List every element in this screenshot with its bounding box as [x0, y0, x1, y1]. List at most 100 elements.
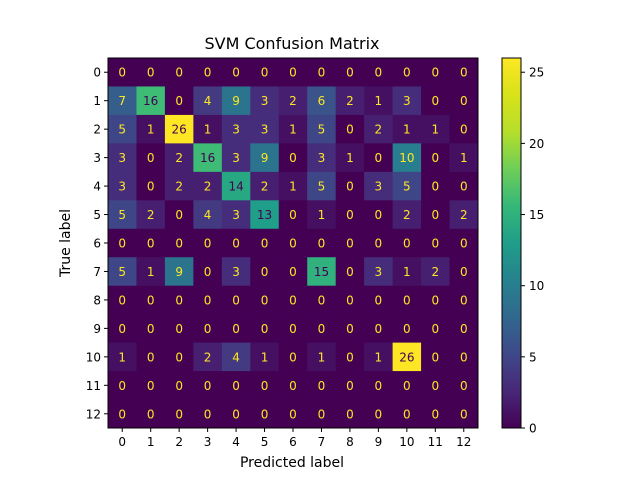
- x-axis-ticks: 0 1 2 3 4 5 6 7 8 9 10 11 12: [118, 428, 471, 449]
- x-tick-label: 9: [375, 435, 383, 449]
- heatmap-cell: [421, 342, 451, 372]
- cell-value-label: 0: [118, 293, 126, 307]
- cell-value-label: 0: [175, 66, 183, 80]
- cell-value-label: 0: [346, 66, 354, 80]
- cell-value-label: 9: [232, 94, 240, 108]
- heatmap-cell: [164, 371, 194, 401]
- heatmap-cell: [250, 314, 280, 344]
- heatmap-cell: [136, 171, 166, 201]
- heatmap-cell: [307, 371, 337, 401]
- cell-value-label: 0: [289, 237, 297, 251]
- cell-value-label: 0: [147, 180, 155, 194]
- cell-value-label: 3: [375, 180, 383, 194]
- cell-value-label: 0: [346, 237, 354, 251]
- heatmap-cell: [193, 171, 223, 201]
- heatmap-cell: [278, 314, 308, 344]
- cell-value-label: 1: [289, 180, 297, 194]
- y-tick-label: 11: [86, 379, 101, 393]
- cell-value-label: 0: [261, 407, 269, 421]
- y-tick-label: 3: [93, 151, 101, 165]
- heatmap-cell: [421, 371, 451, 401]
- cell-value-label: 0: [346, 322, 354, 336]
- cell-value-label: 16: [200, 151, 215, 165]
- heatmap-cell: [193, 58, 223, 87]
- cell-value-label: 0: [204, 322, 212, 336]
- heatmap-cell: [364, 399, 394, 429]
- heatmap-cell: [278, 371, 308, 401]
- cell-value-label: 3: [375, 265, 383, 279]
- cell-value-label: 0: [431, 237, 439, 251]
- heatmap-cell: [193, 257, 223, 287]
- heatmap-cell: [136, 200, 166, 230]
- cell-value-label: 0: [232, 237, 240, 251]
- cell-value-label: 0: [261, 379, 269, 393]
- cell-value-label: 2: [431, 265, 439, 279]
- cell-value-label: 16: [143, 94, 158, 108]
- cell-value-label: 0: [403, 237, 411, 251]
- cell-value-label: 0: [289, 66, 297, 80]
- cell-value-label: 0: [375, 379, 383, 393]
- cell-value-label: 0: [204, 66, 212, 80]
- cell-value-label: 1: [318, 208, 326, 222]
- heatmap-cell: [278, 58, 308, 87]
- cell-value-label: 0: [460, 293, 468, 307]
- heatmap-cell: [136, 314, 166, 344]
- cell-value-label: 3: [232, 208, 240, 222]
- cell-value-label: 0: [147, 350, 155, 364]
- heatmap-cell: [250, 114, 280, 144]
- heatmap-cell: [449, 257, 479, 287]
- cell-value-label: 2: [204, 180, 212, 194]
- heatmap-cell: [136, 58, 166, 87]
- heatmap-cell: [392, 342, 422, 372]
- heatmap-cell: [193, 200, 223, 230]
- heatmap-cell: [449, 399, 479, 429]
- cell-value-label: 1: [118, 350, 126, 364]
- cell-value-label: 0: [261, 265, 269, 279]
- cell-value-label: 0: [118, 322, 126, 336]
- x-tick-label: 5: [261, 435, 269, 449]
- heatmap-cell: [108, 143, 137, 173]
- cell-value-label: 0: [460, 237, 468, 251]
- heatmap-cell: [307, 257, 337, 287]
- cell-value-label: 0: [375, 407, 383, 421]
- heatmap-cell: [250, 143, 280, 173]
- cell-value-label: 0: [175, 293, 183, 307]
- heatmap-cell: [392, 257, 422, 287]
- y-tick-label: 6: [93, 237, 101, 251]
- cell-value-label: 0: [375, 322, 383, 336]
- heatmap-cell: [108, 371, 137, 401]
- cell-value-label: 0: [232, 407, 240, 421]
- heatmap-cell: [250, 58, 280, 87]
- heatmap-cell: [307, 171, 337, 201]
- cell-value-label: 1: [318, 350, 326, 364]
- heatmap-cell: [108, 285, 137, 315]
- cell-value-label: 0: [318, 379, 326, 393]
- x-tick-label: 8: [346, 435, 354, 449]
- cell-value-label: 0: [403, 293, 411, 307]
- cell-value-label: 0: [261, 293, 269, 307]
- heatmap-cell: [193, 285, 223, 315]
- cell-value-label: 0: [204, 265, 212, 279]
- heatmap-cell: [193, 314, 223, 344]
- cell-value-label: 0: [460, 94, 468, 108]
- cell-value-label: 1: [147, 265, 155, 279]
- cell-value-label: 0: [147, 407, 155, 421]
- cell-value-label: 0: [375, 208, 383, 222]
- y-tick-label: 1: [93, 94, 101, 108]
- heatmap-cell: [449, 342, 479, 372]
- heatmap-cell: [449, 285, 479, 315]
- heatmap-cell: [250, 399, 280, 429]
- cell-value-label: 0: [346, 265, 354, 279]
- cell-value-label: 0: [431, 322, 439, 336]
- heatmap-cell: [164, 228, 194, 258]
- cell-value-label: 0: [147, 66, 155, 80]
- cell-value-label: 0: [175, 94, 183, 108]
- cell-value-label: 7: [118, 94, 126, 108]
- cell-value-label: 0: [403, 66, 411, 80]
- heatmap-cell: [392, 143, 422, 173]
- heatmap-cell: [392, 399, 422, 429]
- cell-value-label: 0: [460, 350, 468, 364]
- cell-value-label: 3: [318, 151, 326, 165]
- cell-value-label: 0: [289, 265, 297, 279]
